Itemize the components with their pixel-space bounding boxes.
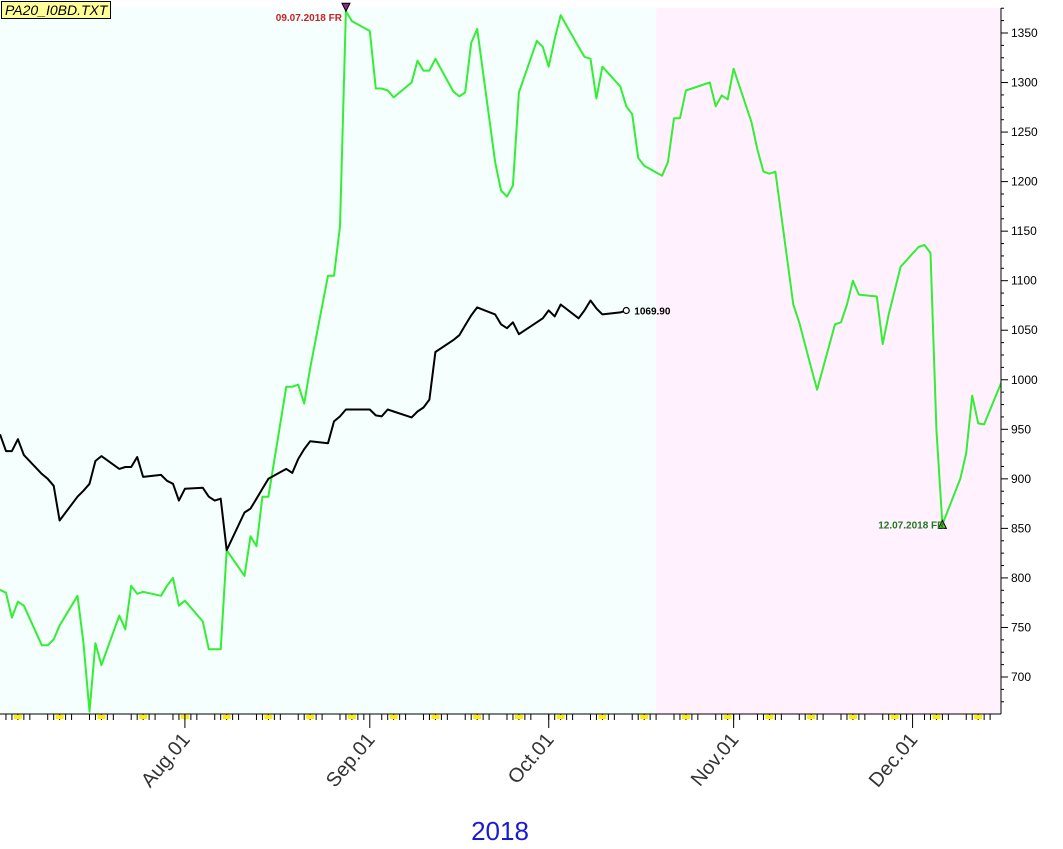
y-tick-label: 1300 <box>1011 76 1038 90</box>
x-week-marker <box>890 715 899 719</box>
y-tick-label: 900 <box>1011 472 1031 486</box>
x-week-marker <box>222 715 231 719</box>
y-tick-label: 1150 <box>1011 224 1037 238</box>
y-tick-label: 700 <box>1011 670 1031 684</box>
shaded-period-1 <box>0 8 657 714</box>
y-tick-label: 1350 <box>1011 26 1038 40</box>
x-tick-label: Aug.01 <box>137 729 195 792</box>
y-tick-label: 1250 <box>1011 125 1038 139</box>
x-week-marker <box>347 715 356 719</box>
x-week-marker <box>974 715 983 719</box>
x-week-marker <box>264 715 273 719</box>
x-week-marker <box>13 715 22 719</box>
x-week-marker <box>389 715 398 719</box>
x-week-marker <box>473 715 482 719</box>
x-week-marker <box>55 715 64 719</box>
x-week-marker <box>640 715 649 719</box>
y-axis: 700 750 800 850 900 950 1000 1050 1100 1150 1200 12… <box>1000 7 1038 714</box>
y-tick-label: 950 <box>1011 422 1031 436</box>
year-label: 2018 <box>471 816 529 846</box>
y-tick-label: 1050 <box>1011 323 1038 337</box>
y-tick-label: 850 <box>1011 521 1031 535</box>
shaded-periods <box>0 8 1001 714</box>
x-week-marker <box>932 715 941 719</box>
x-week-marker <box>598 715 607 719</box>
x-axis: Aug.01 Sep.01 Oct.01 Nov.01 Dec.01 <box>0 713 1001 792</box>
low-marker <box>937 519 948 529</box>
x-week-marker <box>306 715 315 719</box>
high-annotation-label: 09.07.2018 FR <box>276 13 343 24</box>
series-layer <box>0 10 1001 713</box>
x-tick-label: Sep.01 <box>322 729 380 792</box>
x-week-marker <box>97 715 106 719</box>
y-tick-label: 1000 <box>1011 373 1038 387</box>
x-week-marker <box>765 715 774 719</box>
x-tick-label: Dec.01 <box>865 729 923 792</box>
x-week-marker <box>556 715 565 719</box>
low-annotation-label: 12.07.2018 FR <box>878 520 945 531</box>
x-tick-label: Oct.01 <box>504 729 559 788</box>
last-value-marker <box>622 306 630 315</box>
x-week-marker <box>681 715 690 719</box>
y-tick-label: 750 <box>1011 620 1031 634</box>
high-marker <box>341 2 351 13</box>
y-tick-label: 1100 <box>1011 274 1037 288</box>
y-tick-label: 800 <box>1011 571 1031 585</box>
last-value-label: 1069.90 <box>634 307 671 318</box>
x-week-marker <box>431 715 440 719</box>
shaded-period-2 <box>656 8 1001 714</box>
file-name-label: PA20_I0BD.TXT <box>1 1 112 19</box>
x-tick-label: Nov.01 <box>687 729 744 791</box>
series-line-1 <box>0 10 1001 713</box>
y-tick-label: 1200 <box>1011 175 1038 189</box>
series-line-2 <box>0 299 627 552</box>
x-week-marker <box>723 715 732 719</box>
x-week-marker <box>514 715 523 719</box>
x-week-marker <box>139 715 148 719</box>
x-week-marker <box>807 715 816 719</box>
x-week-marker <box>848 715 857 719</box>
annotations: 09.07.2018 FR 12.07.2018 FR 1069.90 <box>276 2 948 531</box>
